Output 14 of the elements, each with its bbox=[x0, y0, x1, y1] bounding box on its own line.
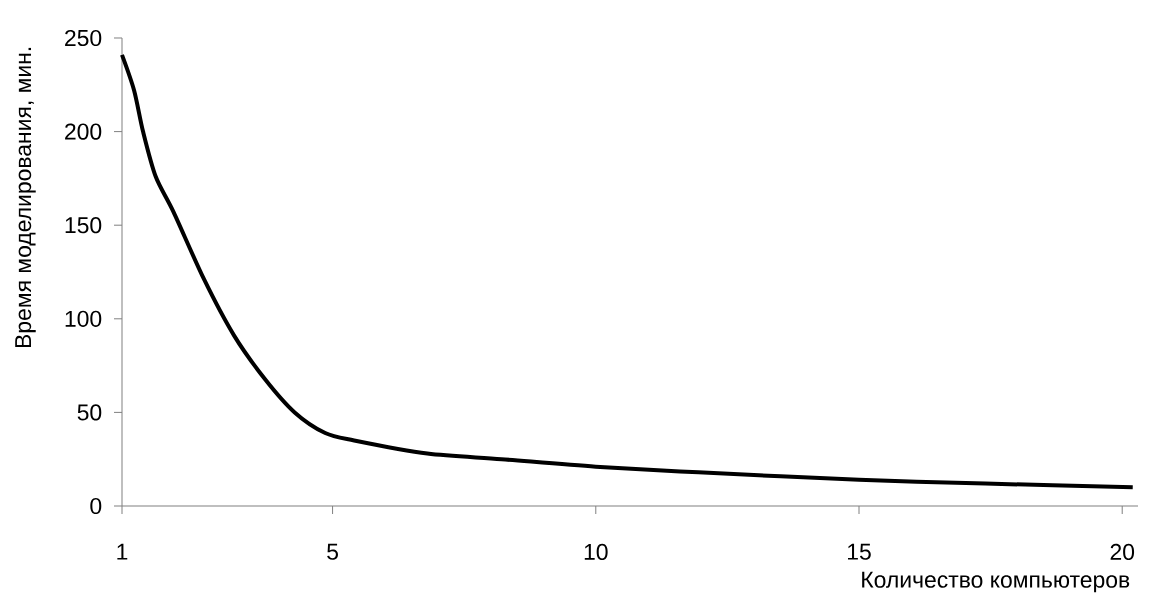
x-tick-label: 20 bbox=[1110, 543, 1135, 561]
x-tick-label: 15 bbox=[848, 543, 871, 560]
y-axis-title: Время моделирования, мин. bbox=[15, 47, 36, 348]
y-tick-label: 250 bbox=[65, 29, 102, 47]
y-tick-label: 50 bbox=[77, 404, 102, 421]
y-tick-label: 150 bbox=[65, 217, 102, 234]
y-tick-label: 100 bbox=[65, 310, 102, 327]
x-tick-label: 10 bbox=[584, 543, 608, 561]
x-tick-label: 5 bbox=[327, 543, 338, 560]
x-axis-title: Количество компьютеров bbox=[862, 571, 1130, 593]
y-tick-label: 200 bbox=[65, 123, 102, 140]
y-tick-label: 0 bbox=[90, 497, 102, 515]
line-series bbox=[120, 52, 1135, 490]
x-tick-label: 1 bbox=[117, 543, 128, 560]
